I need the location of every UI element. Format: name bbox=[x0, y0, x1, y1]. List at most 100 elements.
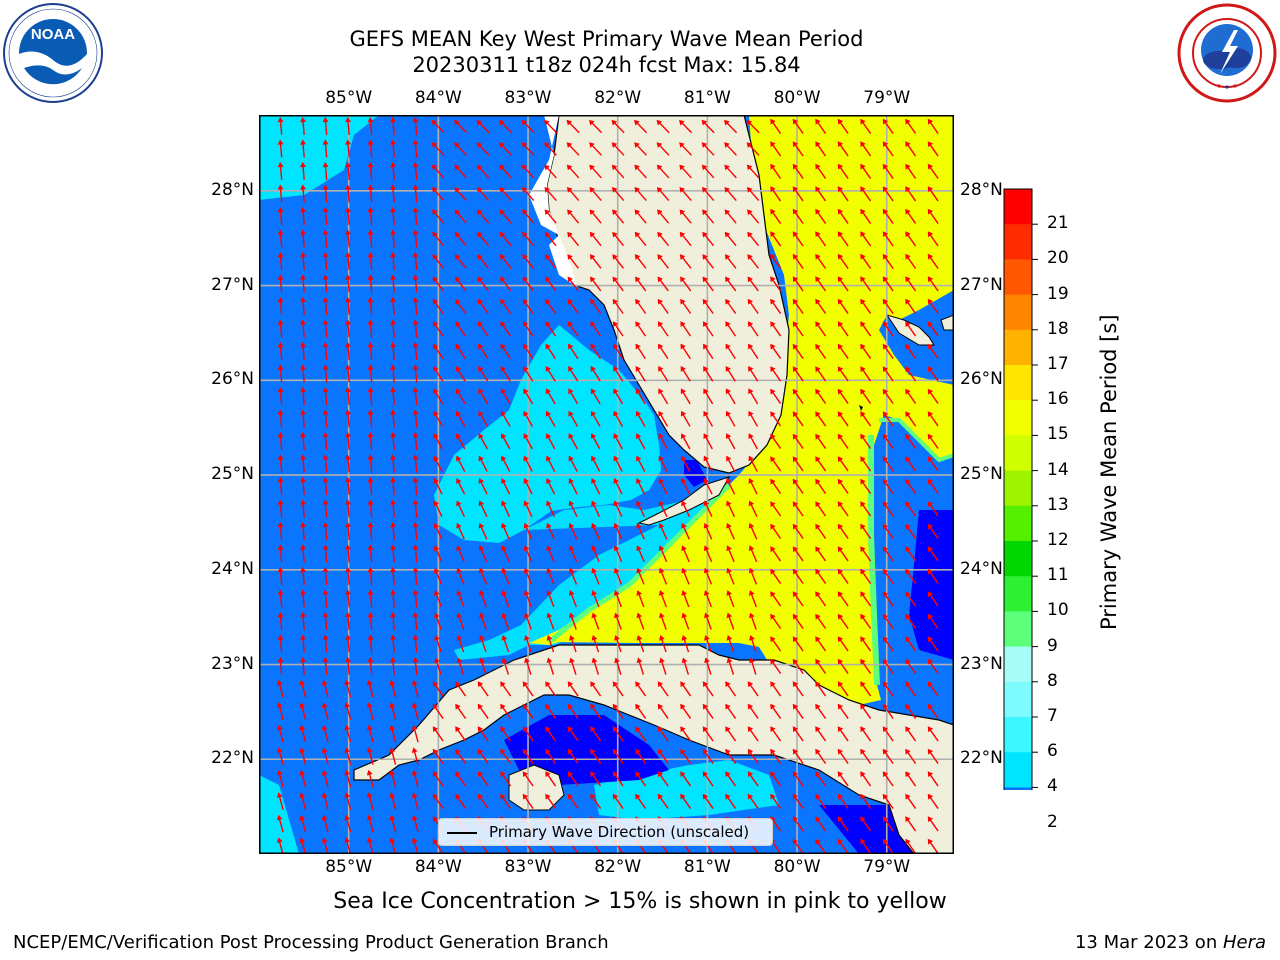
wave-direction-arrow bbox=[927, 478, 939, 494]
wave-direction-arrow bbox=[477, 321, 489, 337]
wave-direction-arrow bbox=[634, 164, 647, 179]
wave-direction-arrow bbox=[679, 142, 692, 156]
wave-direction-arrow bbox=[613, 455, 623, 472]
wave-direction-arrow bbox=[546, 478, 556, 495]
latitude-label-left: 28°N bbox=[211, 179, 254, 200]
wave-direction-arrow bbox=[747, 726, 759, 742]
wave-direction-arrow bbox=[591, 500, 601, 518]
wave-direction-arrow bbox=[860, 478, 872, 494]
wave-direction-arrow bbox=[882, 501, 894, 517]
wave-direction-arrow bbox=[815, 186, 827, 202]
colorbar-segment bbox=[1004, 400, 1032, 436]
wave-direction-arrow bbox=[545, 321, 557, 337]
wave-direction-arrow bbox=[792, 343, 804, 359]
wave-direction-arrow bbox=[726, 545, 735, 563]
wave-direction-arrow bbox=[657, 209, 670, 224]
wave-direction-arrow bbox=[300, 432, 307, 451]
cuba-land bbox=[353, 644, 954, 854]
wave-direction-arrow bbox=[792, 658, 804, 674]
wave-direction-arrow bbox=[367, 207, 374, 226]
wave-direction-arrow bbox=[882, 163, 894, 179]
wave-direction-arrow bbox=[905, 636, 917, 652]
wave-direction-arrow bbox=[300, 477, 307, 496]
wave-direction-arrow bbox=[882, 231, 894, 247]
wave-direction-arrow bbox=[747, 209, 760, 224]
wave-direction-arrow bbox=[905, 681, 917, 697]
wave-direction-arrow bbox=[882, 658, 894, 674]
wave-direction-arrow bbox=[411, 747, 419, 765]
colorbar-segment bbox=[1004, 329, 1032, 366]
wave-direction-arrow bbox=[432, 748, 444, 764]
wave-direction-arrow bbox=[479, 657, 487, 675]
wave-direction-arrow bbox=[277, 162, 284, 181]
wave-direction-arrow bbox=[300, 252, 307, 271]
map-subtitle: 20230311 t18z 024h fcst Max: 15.84 bbox=[412, 53, 801, 77]
wave-direction-arrow bbox=[815, 546, 827, 562]
wave-direction-arrow bbox=[792, 636, 804, 652]
sea-ice-note: Sea Ice Concentration > 15% is shown in … bbox=[333, 889, 947, 914]
wave-direction-arrow bbox=[905, 276, 917, 292]
wave-direction-arrow bbox=[277, 117, 284, 136]
wave-direction-arrow bbox=[412, 319, 419, 338]
wave-direction-arrow bbox=[635, 681, 647, 697]
wave-direction-arrow bbox=[905, 321, 917, 337]
latitude-label-right: 28°N bbox=[960, 179, 1003, 200]
wave-direction-arrow bbox=[478, 567, 488, 585]
wave-direction-arrow bbox=[455, 681, 467, 697]
wave-direction-arrow bbox=[635, 321, 647, 337]
wave-direction-arrow bbox=[860, 771, 872, 787]
wave-direction-arrow bbox=[412, 207, 419, 226]
wave-direction-arrow bbox=[701, 164, 715, 179]
wave-direction-arrow bbox=[434, 635, 442, 653]
wave-direction-arrow bbox=[837, 118, 849, 134]
wave-direction-arrow bbox=[792, 366, 804, 382]
wave-direction-arrow bbox=[882, 726, 894, 742]
wave-direction-arrow bbox=[390, 117, 397, 136]
wave-direction-arrow bbox=[456, 590, 465, 608]
wave-direction-arrow bbox=[770, 726, 782, 742]
wave-direction-arrow bbox=[612, 321, 624, 337]
wave-direction-arrow bbox=[344, 769, 352, 788]
wave-direction-arrow bbox=[882, 298, 894, 314]
wave-direction-arrow bbox=[389, 679, 397, 698]
wave-direction-arrow bbox=[544, 186, 557, 201]
wave-direction-arrow bbox=[545, 681, 557, 697]
wave-direction-arrow bbox=[681, 545, 690, 563]
wave-direction-arrow bbox=[524, 635, 532, 653]
sea-period-4-6-straits bbox=[454, 495, 714, 660]
wave-direction-arrow bbox=[860, 546, 872, 562]
wave-direction-arrow bbox=[905, 186, 917, 202]
wave-direction-arrow bbox=[905, 816, 917, 832]
footer-date: 13 Mar 2023 on Hera bbox=[1075, 932, 1266, 953]
wave-direction-arrow bbox=[658, 433, 668, 450]
wave-direction-arrow bbox=[725, 748, 737, 764]
wave-direction-arrow bbox=[501, 657, 510, 675]
wave-direction-arrow bbox=[345, 117, 352, 136]
wave-direction-arrow bbox=[703, 522, 713, 540]
wave-direction-arrow bbox=[412, 454, 419, 473]
wave-direction-arrow bbox=[345, 252, 352, 271]
wave-direction-arrow bbox=[680, 748, 692, 764]
wave-direction-arrow bbox=[454, 186, 467, 201]
wave-direction-arrow bbox=[545, 793, 557, 809]
wave-direction-arrow bbox=[702, 254, 714, 269]
wave-direction-arrow bbox=[455, 410, 466, 427]
wave-direction-arrow bbox=[478, 433, 488, 450]
wave-direction-arrow bbox=[345, 364, 352, 383]
wave-direction-arrow bbox=[456, 567, 465, 585]
colorbar-tick-label: 6 bbox=[1047, 741, 1058, 762]
wave-direction-arrow bbox=[748, 410, 759, 427]
wave-direction-arrow bbox=[905, 141, 917, 157]
wave-direction-arrow bbox=[905, 231, 917, 247]
wave-direction-arrow bbox=[636, 522, 645, 540]
wave-direction-arrow bbox=[882, 253, 894, 269]
wave-direction-arrow bbox=[456, 500, 466, 518]
wave-direction-arrow bbox=[770, 118, 782, 134]
wave-direction-arrow bbox=[611, 119, 625, 134]
wave-direction-arrow bbox=[725, 276, 737, 292]
wave-direction-arrow bbox=[321, 814, 329, 833]
colorbar bbox=[1003, 188, 1038, 790]
wave-direction-arrow bbox=[277, 364, 284, 383]
wave-direction-arrow bbox=[703, 433, 713, 450]
wave-direction-arrow bbox=[927, 748, 939, 764]
